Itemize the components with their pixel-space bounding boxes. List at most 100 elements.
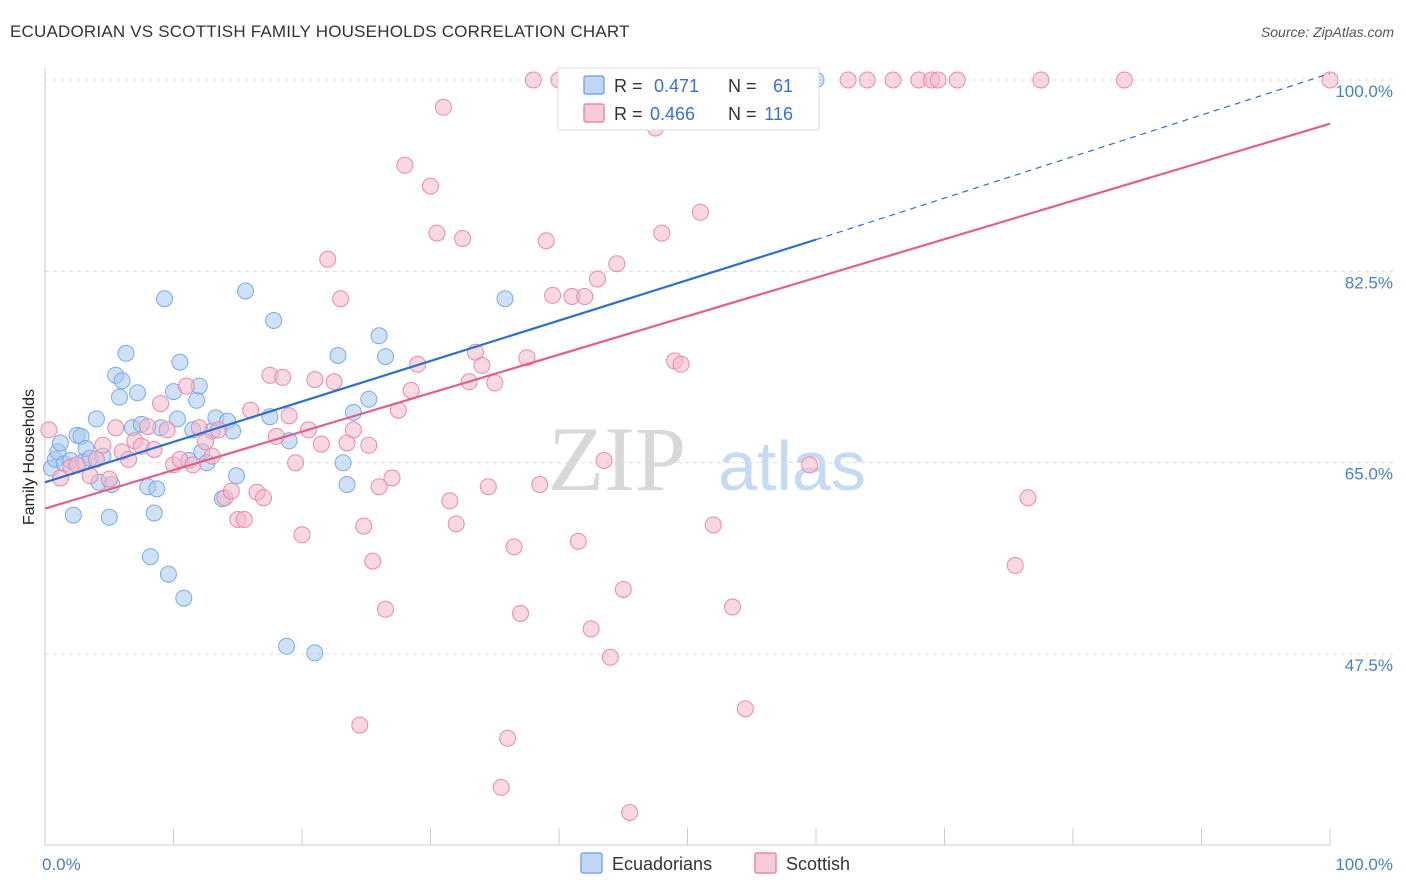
trend-lines [44, 72, 1331, 510]
point-scottish [537, 232, 555, 250]
y-axis-label: Family Households [21, 389, 38, 525]
point-scottish [948, 71, 966, 89]
point-scottish [441, 492, 459, 510]
point-scottish [344, 421, 362, 439]
point-scottish [724, 598, 741, 616]
point-ecuadorians [334, 454, 352, 472]
point-scottish [839, 71, 857, 89]
point-scottish [704, 516, 722, 534]
point-scottish [332, 290, 350, 308]
point-scottish [235, 511, 253, 528]
point-scottish [396, 156, 414, 174]
legend-n-value-ecuadorians: 61 [773, 76, 793, 96]
point-scottish [280, 407, 298, 425]
point-scottish [287, 454, 305, 472]
x-tick-label-max: 100.0% [1335, 855, 1393, 874]
point-ecuadorians [117, 344, 135, 362]
point-scottish [364, 552, 382, 570]
point-ecuadorians [237, 282, 254, 300]
source-note: Source: ZipAtlas.com [1260, 24, 1394, 40]
point-scottish [319, 250, 337, 268]
point-ecuadorians [175, 589, 193, 607]
point-ecuadorians [87, 410, 105, 428]
point-scottish [152, 395, 170, 413]
point-ecuadorians [148, 480, 166, 498]
gridlines [45, 79, 1395, 655]
point-scottish [576, 288, 594, 305]
point-ecuadorians [159, 565, 177, 583]
series-legend-swatch-scottish [754, 852, 777, 874]
point-ecuadorians [51, 434, 69, 452]
y-tick-labels: 47.5% 65.0% 82.5% 100.0% [1335, 82, 1393, 675]
point-scottish [87, 450, 105, 468]
point-scottish [255, 489, 272, 507]
watermark-zip: ZIP [548, 408, 686, 510]
point-scottish [486, 374, 504, 392]
point-scottish [293, 526, 311, 544]
legend-r-value-scottish: 0.466 [650, 104, 695, 124]
point-scottish [158, 421, 176, 439]
point-scottish [531, 476, 549, 493]
point-scottish [306, 371, 324, 389]
point-scottish [582, 620, 600, 638]
point-scottish [512, 605, 529, 622]
point-scottish [1006, 556, 1024, 574]
series-legend-label-ecuadorians: Ecuadorians [612, 854, 712, 874]
point-ecuadorians [377, 348, 394, 366]
x-tick-label-min: 0.0% [42, 855, 81, 874]
point-scottish [1019, 489, 1037, 507]
point-ecuadorians [370, 327, 388, 345]
point-scottish [589, 270, 606, 288]
point-scottish [884, 71, 902, 89]
point-ecuadorians [145, 504, 163, 522]
point-scottish [447, 515, 465, 533]
legend-n-label-ecuadorians: N = [728, 76, 757, 96]
point-scottish [360, 436, 378, 454]
point-ecuadorians [168, 410, 186, 428]
point-scottish [544, 286, 562, 304]
point-scottish [325, 373, 343, 391]
point-scottish [222, 482, 240, 500]
point-scottish [177, 377, 195, 395]
point-ecuadorians [113, 372, 131, 390]
point-scottish [621, 804, 639, 821]
x-ticks [44, 828, 1331, 845]
point-scottish [858, 71, 876, 89]
trend-line-ecuadorians [44, 238, 817, 484]
point-scottish [691, 203, 709, 221]
point-scottish [1032, 71, 1050, 89]
point-scottish [601, 648, 619, 666]
point-scottish [428, 224, 446, 242]
series-legend: Ecuadorians Scottish [580, 852, 850, 874]
point-scottish [100, 470, 118, 488]
legend-n-label-scottish: N = [728, 104, 757, 124]
point-ecuadorians [278, 637, 296, 655]
point-scottish [801, 456, 819, 474]
y-tick-label: 82.5% [1345, 273, 1393, 292]
point-scottish [518, 349, 536, 367]
point-ecuadorians [100, 508, 118, 526]
point-ecuadorians [265, 312, 283, 329]
trend-line-scottish [44, 122, 1331, 510]
point-scottish [107, 419, 125, 437]
point-ecuadorians [329, 347, 347, 364]
y-tick-label: 100.0% [1335, 82, 1393, 101]
point-scottish [672, 355, 690, 373]
watermark-atlas: atlas [718, 427, 866, 505]
point-scottish [197, 433, 215, 451]
series-legend-label-scottish: Scottish [786, 854, 850, 874]
point-scottish [473, 356, 491, 374]
y-tick-label: 47.5% [1345, 656, 1393, 675]
point-scottish [94, 436, 112, 454]
point-scottish [434, 98, 452, 116]
point-scottish [355, 517, 373, 535]
point-ecuadorians [188, 391, 206, 409]
point-scottish [40, 421, 58, 439]
point-scottish [1321, 71, 1339, 89]
point-scottish [422, 177, 439, 195]
point-scottish [595, 452, 613, 469]
point-ecuadorians [171, 353, 189, 371]
point-ecuadorians [338, 476, 356, 493]
legend-r-label-ecuadorians: R = [614, 76, 643, 96]
